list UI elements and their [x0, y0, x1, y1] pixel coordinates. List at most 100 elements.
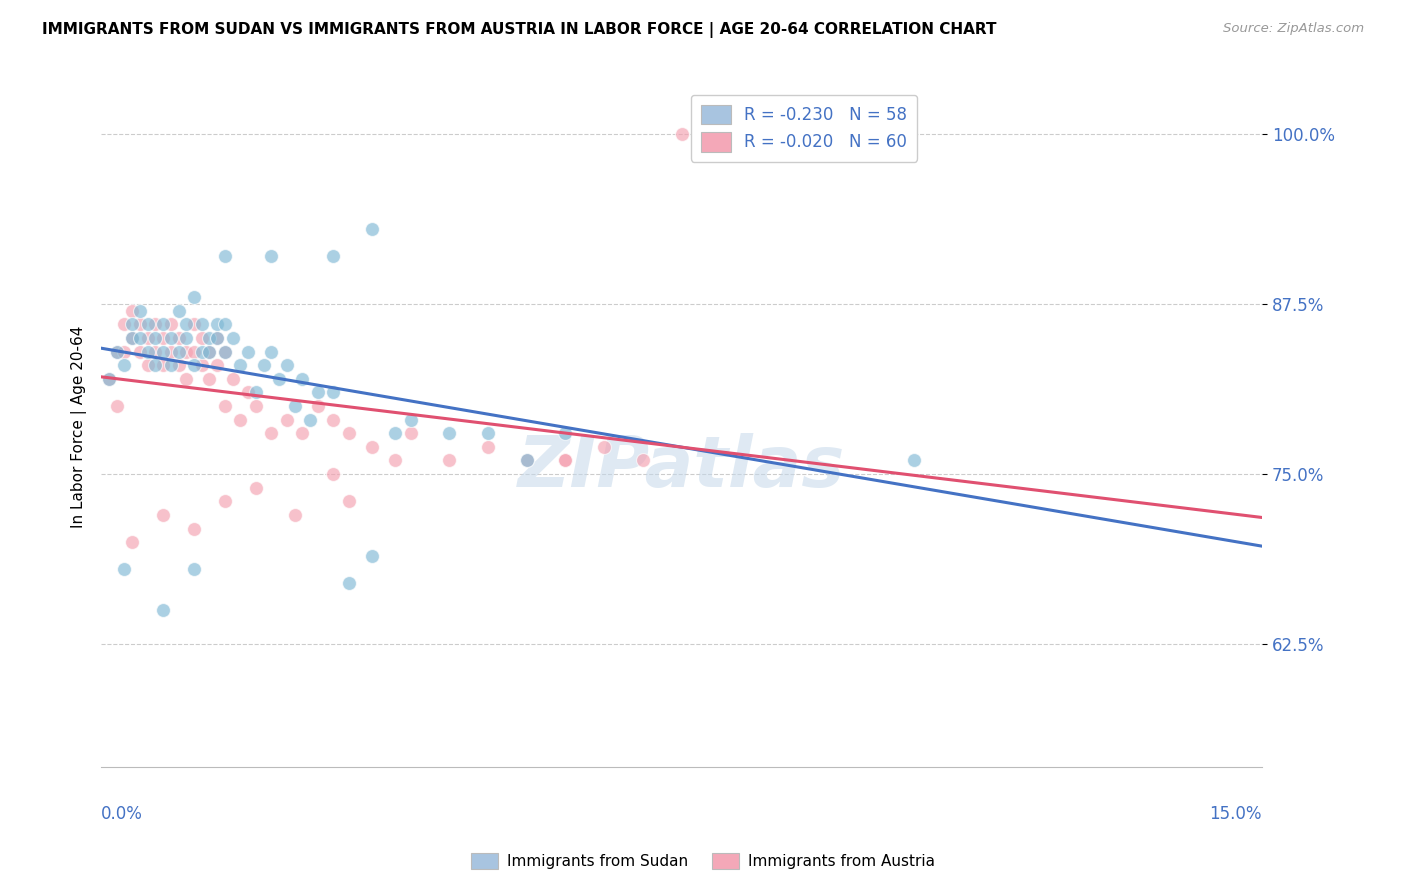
Point	[361, 440, 384, 454]
Point	[337, 576, 360, 591]
Point	[143, 358, 166, 372]
Point	[152, 344, 174, 359]
Point	[136, 318, 159, 332]
Point	[322, 412, 344, 426]
Point	[136, 331, 159, 345]
Point	[214, 344, 236, 359]
Point	[554, 426, 576, 441]
Point	[136, 358, 159, 372]
Point	[128, 303, 150, 318]
Point	[190, 331, 212, 345]
Point	[112, 358, 135, 372]
Point	[183, 522, 205, 536]
Point	[128, 344, 150, 359]
Point	[291, 372, 314, 386]
Point	[214, 249, 236, 263]
Point	[307, 399, 329, 413]
Point	[903, 453, 925, 467]
Point	[238, 344, 260, 359]
Point	[136, 344, 159, 359]
Text: 15.0%: 15.0%	[1209, 805, 1263, 823]
Point	[190, 358, 212, 372]
Legend: R = -0.230   N = 58, R = -0.020   N = 60: R = -0.230 N = 58, R = -0.020 N = 60	[690, 95, 917, 161]
Point	[260, 426, 283, 441]
Point	[121, 535, 143, 549]
Point	[183, 290, 205, 304]
Point	[105, 344, 128, 359]
Point	[159, 344, 181, 359]
Point	[143, 331, 166, 345]
Point	[284, 508, 307, 522]
Point	[238, 385, 260, 400]
Point	[245, 399, 267, 413]
Text: Source: ZipAtlas.com: Source: ZipAtlas.com	[1223, 22, 1364, 36]
Point	[112, 318, 135, 332]
Text: IMMIGRANTS FROM SUDAN VS IMMIGRANTS FROM AUSTRIA IN LABOR FORCE | AGE 20-64 CORR: IMMIGRANTS FROM SUDAN VS IMMIGRANTS FROM…	[42, 22, 997, 38]
Point	[276, 358, 298, 372]
Point	[260, 344, 283, 359]
Point	[245, 481, 267, 495]
Point	[143, 318, 166, 332]
Point	[307, 385, 329, 400]
Point	[284, 399, 307, 413]
Point	[554, 453, 576, 467]
Point	[174, 331, 197, 345]
Point	[121, 331, 143, 345]
Point	[477, 440, 499, 454]
Point	[384, 426, 406, 441]
Point	[214, 399, 236, 413]
Point	[152, 331, 174, 345]
Point	[337, 494, 360, 508]
Point	[183, 562, 205, 576]
Point	[97, 372, 120, 386]
Point	[198, 344, 221, 359]
Point	[143, 344, 166, 359]
Point	[399, 426, 422, 441]
Point	[299, 412, 322, 426]
Point	[439, 453, 461, 467]
Point	[167, 303, 190, 318]
Point	[121, 303, 143, 318]
Point	[152, 508, 174, 522]
Point	[174, 372, 197, 386]
Point	[337, 426, 360, 441]
Point	[260, 249, 283, 263]
Point	[198, 331, 221, 345]
Point	[167, 344, 190, 359]
Y-axis label: In Labor Force | Age 20-64: In Labor Force | Age 20-64	[72, 326, 87, 528]
Point	[205, 331, 228, 345]
Point	[159, 331, 181, 345]
Point	[554, 453, 576, 467]
Point	[198, 344, 221, 359]
Point	[128, 331, 150, 345]
Point	[183, 344, 205, 359]
Point	[291, 426, 314, 441]
Point	[205, 331, 228, 345]
Point	[439, 426, 461, 441]
Point	[593, 440, 616, 454]
Point	[322, 249, 344, 263]
Point	[516, 453, 538, 467]
Point	[121, 318, 143, 332]
Point	[384, 453, 406, 467]
Point	[322, 385, 344, 400]
Point	[152, 603, 174, 617]
Point	[631, 453, 654, 467]
Point	[159, 358, 181, 372]
Point	[322, 467, 344, 481]
Point	[112, 562, 135, 576]
Point	[205, 358, 228, 372]
Point	[121, 331, 143, 345]
Text: 0.0%: 0.0%	[101, 805, 143, 823]
Point	[229, 358, 252, 372]
Point	[229, 412, 252, 426]
Point	[112, 344, 135, 359]
Point	[105, 399, 128, 413]
Point	[167, 358, 190, 372]
Point	[183, 358, 205, 372]
Point	[671, 127, 693, 141]
Point	[399, 412, 422, 426]
Point	[128, 318, 150, 332]
Point	[159, 318, 181, 332]
Point	[183, 318, 205, 332]
